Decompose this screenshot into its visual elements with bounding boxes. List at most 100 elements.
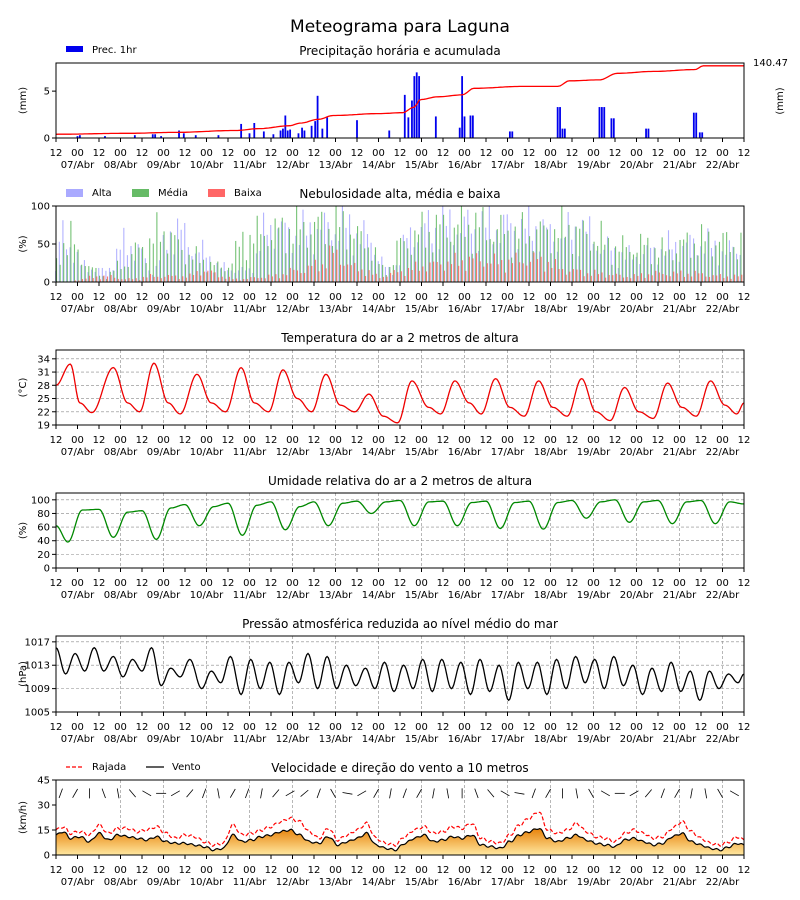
clouds-bar-média [675, 253, 678, 282]
clouds-bar-média [349, 234, 351, 282]
clouds-bar-média [417, 234, 420, 282]
wind-arrow [373, 788, 379, 798]
clouds-bar-média [231, 263, 233, 282]
clouds-xtick-label: 12 [480, 292, 493, 303]
pressure-date-label: 16/Abr [448, 734, 482, 745]
clouds-bar-média [364, 248, 366, 282]
clouds-bar-alta [521, 218, 523, 282]
precip-bar [388, 130, 391, 138]
clouds-bar-média [106, 278, 108, 282]
clouds-bar-baixa [511, 263, 513, 282]
clouds-bar-alta [564, 237, 566, 282]
clouds-bar-baixa [694, 270, 696, 282]
clouds-bar-média [632, 254, 635, 282]
wind-panel: Velocidade e direção do vento a 10 metro… [18, 761, 750, 888]
clouds-bar-média [647, 237, 649, 282]
precip-xtick-label: 12 [480, 148, 493, 159]
wind-xtick-label: 12 [738, 865, 751, 876]
temp-xtick-label: 00 [458, 435, 471, 446]
pressure-xtick-label: 00 [157, 722, 170, 733]
clouds-bar-alta [263, 212, 265, 282]
clouds-bar-média [371, 260, 373, 282]
clouds-bar-média [460, 206, 463, 282]
clouds-bar-média [572, 253, 574, 282]
precip-bar [461, 76, 464, 138]
clouds-bar-alta [492, 244, 494, 282]
clouds-bar-baixa [708, 276, 711, 282]
precip-xtick-label: 12 [523, 148, 536, 159]
clouds-legend-swatch [66, 189, 83, 197]
precip-bar [326, 117, 329, 138]
clouds-bar-média [443, 214, 445, 282]
wind-xtick-label: 12 [308, 865, 321, 876]
clouds-date-label: 12/Abr [276, 304, 310, 315]
temp-xtick-label: 00 [200, 435, 213, 446]
clouds-bar-baixa [597, 274, 599, 282]
humidity-xtick-label: 12 [480, 578, 493, 589]
clouds-bar-baixa [468, 256, 470, 282]
clouds-xtick-label: 00 [415, 292, 428, 303]
clouds-bar-média [586, 233, 588, 282]
clouds-bar-baixa [716, 275, 718, 282]
clouds-bar-alta [682, 245, 684, 282]
clouds-bar-média [213, 265, 215, 282]
wind-xtick-label: 12 [480, 865, 493, 876]
clouds-bar-alta [134, 260, 136, 282]
clouds-date-label: 13/Abr [319, 304, 353, 315]
clouds-bar-baixa [683, 276, 685, 282]
clouds-bar-média [134, 242, 136, 282]
wind-xtick-label: 00 [544, 865, 557, 876]
clouds-bar-baixa [289, 267, 291, 282]
humidity-xtick-label: 12 [523, 578, 536, 589]
clouds-bar-média [729, 252, 731, 282]
temp-date-label: 21/Abr [663, 447, 697, 458]
clouds-bar-alta [259, 250, 261, 282]
clouds-bar-alta [596, 250, 598, 282]
wind-gust-line [55, 811, 745, 847]
clouds-bar-alta [112, 270, 114, 282]
wind-arrow [514, 792, 525, 795]
wind-arrow [531, 788, 536, 799]
temp-date-label: 19/Abr [577, 447, 611, 458]
pressure-xtick-label: 00 [286, 722, 299, 733]
clouds-bar-baixa [189, 273, 191, 282]
clouds-bar-baixa [723, 277, 725, 282]
wind-xtick-label: 00 [200, 865, 213, 876]
wind-xtick-label: 12 [93, 865, 106, 876]
clouds-bar-baixa [651, 275, 653, 282]
wind-date-label: 07/Abr [61, 877, 95, 888]
clouds-bar-média [188, 254, 190, 282]
clouds-bar-média [170, 232, 172, 282]
wind-date-label: 08/Abr [104, 877, 138, 888]
humidity-date-label: 10/Abr [190, 590, 224, 601]
clouds-bar-baixa [246, 278, 248, 282]
clouds-bar-média [142, 246, 144, 282]
humidity-xtick-label: 00 [329, 578, 342, 589]
temp-xtick-label: 00 [114, 435, 127, 446]
precip-bar [511, 131, 514, 138]
clouds-bar-alta [707, 228, 709, 282]
temp-xtick-label: 12 [480, 435, 493, 446]
wind-arrow [186, 789, 194, 798]
precip-bar [418, 76, 421, 138]
clouds-bar-média [704, 241, 706, 282]
clouds-bar-alta [610, 250, 612, 282]
clouds-bar-média [665, 251, 667, 282]
clouds-bar-baixa [146, 277, 148, 282]
clouds-bar-média [690, 257, 692, 282]
clouds-bar-média [145, 263, 147, 282]
clouds-bar-baixa [536, 259, 539, 282]
temp-xtick-label: 12 [609, 435, 622, 446]
wind-xtick-label: 00 [501, 865, 514, 876]
precip-bar [76, 136, 79, 138]
clouds-bar-alta [227, 270, 229, 282]
clouds-bar-média [693, 243, 695, 282]
clouds-bar-alta [445, 225, 447, 282]
wind-ytick-label: 45 [37, 776, 50, 787]
clouds-bar-média [109, 271, 111, 282]
clouds-bar-alta [327, 222, 329, 282]
clouds-xtick-label: 00 [114, 292, 127, 303]
clouds-bar-média [206, 272, 208, 282]
clouds-bar-baixa [307, 265, 309, 282]
clouds-bar-baixa [486, 263, 488, 282]
